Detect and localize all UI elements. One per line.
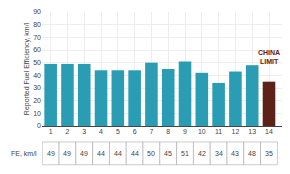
svg-text:10: 10 [33,110,41,117]
svg-text:8: 8 [166,128,170,135]
svg-text:30: 30 [33,84,41,91]
svg-text:34: 34 [215,150,223,157]
svg-text:FE, km/l: FE, km/l [11,150,37,157]
svg-text:1: 1 [49,128,53,135]
svg-text:50: 50 [147,150,155,157]
svg-text:Reported Fuel Efficiency, km/l: Reported Fuel Efficiency, km/l [23,22,31,115]
svg-text:44: 44 [114,150,122,157]
svg-text:CHINALIMIT: CHINALIMIT [258,49,280,65]
svg-text:12: 12 [232,128,240,135]
svg-text:49: 49 [47,150,55,157]
svg-text:11: 11 [215,128,222,135]
svg-text:3: 3 [82,128,86,135]
svg-text:70: 70 [33,34,41,41]
svg-text:6: 6 [133,128,137,135]
svg-text:40: 40 [33,72,41,79]
svg-text:90: 90 [33,8,41,15]
svg-text:43: 43 [231,150,239,157]
svg-text:0: 0 [37,122,41,129]
svg-text:10: 10 [198,128,206,135]
svg-text:80: 80 [33,21,41,28]
svg-text:14: 14 [265,128,273,135]
svg-text:4: 4 [99,128,103,135]
svg-text:2: 2 [65,128,69,135]
svg-text:44: 44 [97,150,105,157]
svg-text:60: 60 [33,46,41,53]
svg-text:7: 7 [149,128,153,135]
svg-text:49: 49 [63,150,71,157]
svg-text:35: 35 [265,150,273,157]
svg-text:49: 49 [80,150,88,157]
svg-text:51: 51 [181,150,189,157]
svg-text:9: 9 [183,128,187,135]
svg-text:13: 13 [248,128,256,135]
svg-text:42: 42 [198,150,206,157]
svg-text:50: 50 [33,59,41,66]
svg-text:44: 44 [131,150,139,157]
svg-text:48: 48 [248,150,256,157]
svg-text:45: 45 [164,150,172,157]
svg-text:5: 5 [116,128,120,135]
svg-text:20: 20 [33,97,41,104]
